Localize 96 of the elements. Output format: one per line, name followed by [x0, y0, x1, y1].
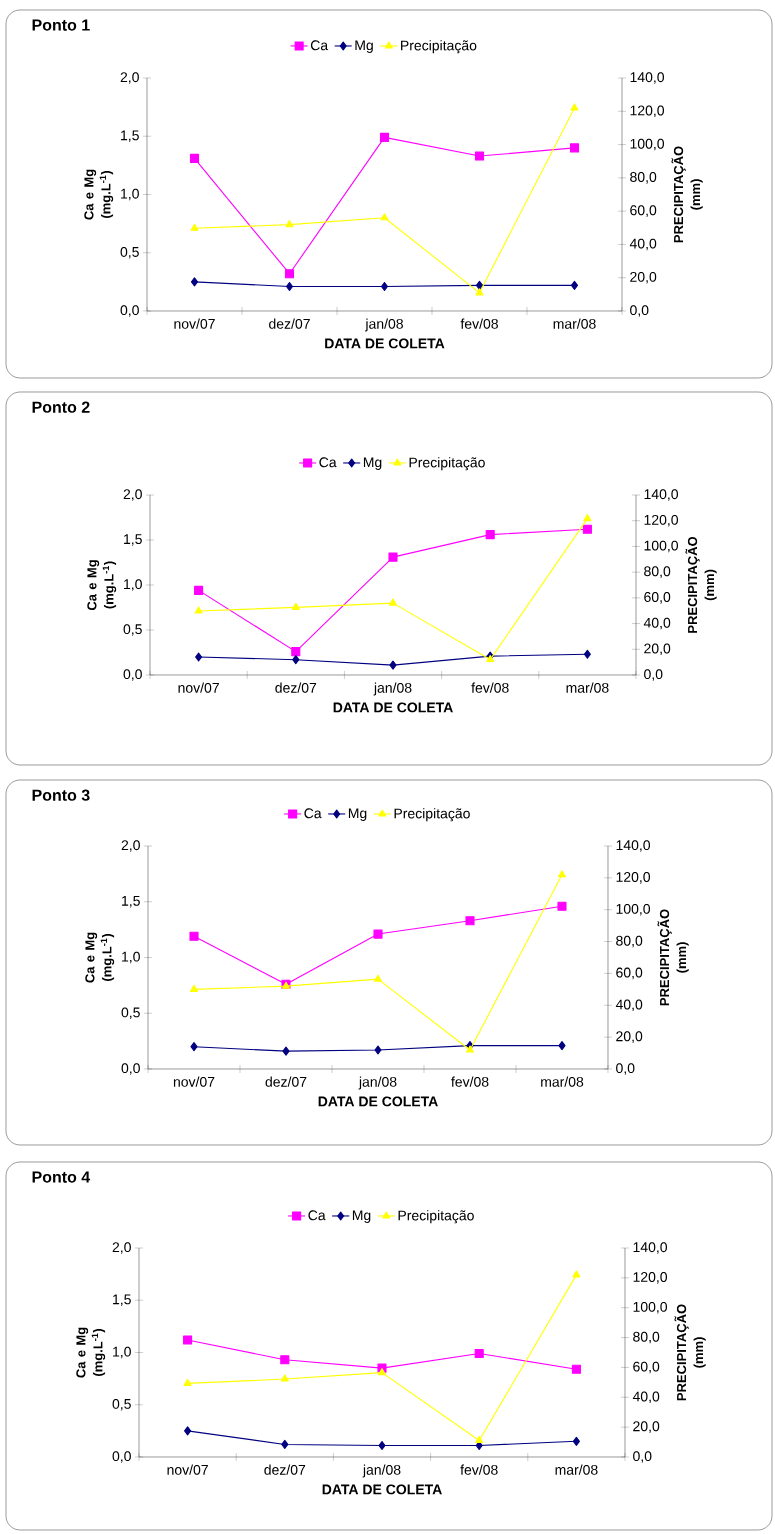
y2-tick-label: 100,0 — [633, 1301, 668, 1314]
legend-label: Ca — [304, 808, 322, 819]
y-tick-label: 1,5 — [121, 130, 139, 142]
y2-tick-label: 20,0 — [630, 271, 657, 284]
y-tick-label: 1,0 — [113, 1346, 131, 1359]
y2-axis-title: PRECIPITAÇÃO (mm) — [671, 146, 703, 243]
y2-tick-label: 100,0 — [616, 903, 651, 916]
y-tick-label: 0,5 — [112, 1398, 131, 1411]
y2-axis-title: PRECIPITAÇÃO (mm) — [685, 536, 717, 633]
y-tick-label: 1,5 — [124, 534, 142, 546]
y-tick-label: 1,0 — [122, 951, 140, 964]
x-tick-label: fev/08 — [460, 318, 498, 329]
x-tick-label: mar/08 — [566, 682, 609, 693]
legend-label: Mg — [352, 1210, 371, 1223]
y2-tick-label: 60,0 — [630, 205, 657, 217]
x-axis-title: DATA DE COLETA — [322, 1484, 442, 1495]
x-tick-label: dez/07 — [269, 318, 310, 329]
y-tick-label: 2,0 — [123, 489, 142, 501]
legend-label: Mg — [363, 457, 382, 470]
legend-label: Ca — [319, 457, 337, 468]
legend-label: Precipitação — [409, 457, 485, 471]
y2-tick-label: 140,0 — [633, 1242, 668, 1254]
y-tick-label: 0,0 — [123, 669, 142, 681]
y2-tick-label: 100,0 — [644, 540, 679, 553]
x-tick-label: nov/07 — [178, 682, 219, 693]
y2-tick-label: 0,0 — [633, 1451, 652, 1463]
y2-tick-label: 60,0 — [616, 967, 643, 980]
x-tick-label: jan/08 — [358, 1076, 397, 1090]
legend-label: Precipitação — [398, 1210, 474, 1224]
x-axis-title: DATA DE COLETA — [318, 1096, 438, 1107]
y2-tick-label: 140,0 — [630, 72, 665, 84]
y2-tick-label: 40,0 — [615, 999, 643, 1012]
legend-label: Precipitação — [394, 808, 470, 822]
y2-tick-label: 80,0 — [616, 935, 643, 948]
legend-label: Mg — [355, 40, 373, 53]
y2-tick-label: 100,0 — [630, 138, 665, 151]
y-tick-label: 1,5 — [113, 1294, 131, 1306]
y-tick-label: 0,5 — [121, 1007, 140, 1020]
x-tick-label: nov/07 — [167, 1464, 208, 1475]
y-tick-label: 0,5 — [123, 624, 142, 636]
x-tick-label: jan/08 — [365, 318, 403, 332]
x-tick-label: mar/08 — [541, 1076, 584, 1087]
y2-tick-label: 120,0 — [633, 1272, 668, 1284]
y2-tick-label: 40,0 — [629, 238, 657, 251]
x-tick-label: dez/07 — [265, 1076, 307, 1087]
x-tick-label: fev/08 — [451, 1076, 489, 1087]
y2-tick-label: 0,0 — [644, 669, 663, 681]
y2-tick-label: 80,0 — [630, 172, 657, 184]
legend-label: Ca — [308, 1210, 326, 1221]
y2-tick-label: 40,0 — [643, 617, 671, 630]
y2-tick-label: 80,0 — [644, 566, 671, 578]
y-tick-label: 2,0 — [121, 840, 140, 852]
y2-tick-label: 140,0 — [644, 489, 679, 501]
x-tick-label: dez/07 — [264, 1464, 306, 1475]
y2-tick-label: 0,0 — [630, 305, 649, 317]
y-tick-label: 2,0 — [112, 1242, 131, 1254]
x-tick-label: dez/07 — [275, 682, 317, 693]
legend-label: Ca — [310, 40, 329, 51]
y2-tick-label: 140,0 — [616, 840, 651, 852]
y2-tick-label: 120,0 — [630, 105, 665, 118]
x-tick-label: nov/07 — [173, 1076, 215, 1087]
x-axis-title: DATA DE COLETA — [333, 702, 453, 713]
y-tick-label: 0,0 — [120, 305, 139, 317]
y2-tick-label: 20,0 — [644, 643, 671, 656]
y-tick-label: 2,0 — [120, 72, 139, 84]
legend-label: Mg — [348, 808, 367, 821]
chart-title: Ponto 3 — [32, 789, 90, 801]
y2-tick-label: 80,0 — [633, 1331, 660, 1344]
x-tick-label: fev/08 — [460, 1464, 498, 1475]
x-tick-label: jan/08 — [362, 1464, 401, 1478]
x-tick-label: mar/08 — [553, 318, 596, 329]
y-tick-label: 1,5 — [122, 896, 140, 908]
legend-label: Precipitação — [401, 40, 477, 54]
x-tick-label: fev/08 — [471, 682, 509, 693]
y2-tick-label: 60,0 — [633, 1361, 660, 1374]
chart-title: Ponto 2 — [32, 401, 90, 413]
x-tick-label: jan/08 — [373, 682, 412, 696]
y-tick-label: 1,0 — [124, 579, 142, 591]
y2-tick-label: 0,0 — [616, 1063, 635, 1075]
chart-title: Ponto 4 — [32, 1171, 91, 1183]
y-tick-label: 0,0 — [121, 1063, 140, 1075]
y2-tick-label: 20,0 — [616, 1031, 643, 1043]
y2-axis-title: PRECIPITAÇÃO (mm) — [674, 1304, 706, 1401]
x-axis-title: DATA DE COLETA — [325, 338, 445, 349]
y2-tick-label: 40,0 — [632, 1391, 660, 1404]
x-tick-label: mar/08 — [555, 1464, 598, 1475]
y-tick-label: 1,0 — [121, 188, 139, 201]
y-tick-label: 0,5 — [120, 246, 139, 259]
chart-title: Ponto 1 — [32, 19, 90, 31]
y2-tick-label: 60,0 — [644, 592, 671, 604]
x-tick-label: nov/07 — [174, 318, 215, 329]
y2-axis-title: PRECIPITAÇÃO (mm) — [657, 909, 689, 1006]
y-tick-label: 0,0 — [112, 1451, 131, 1463]
y2-tick-label: 120,0 — [616, 872, 651, 884]
y2-tick-label: 20,0 — [633, 1421, 660, 1433]
y2-tick-label: 120,0 — [644, 514, 679, 527]
